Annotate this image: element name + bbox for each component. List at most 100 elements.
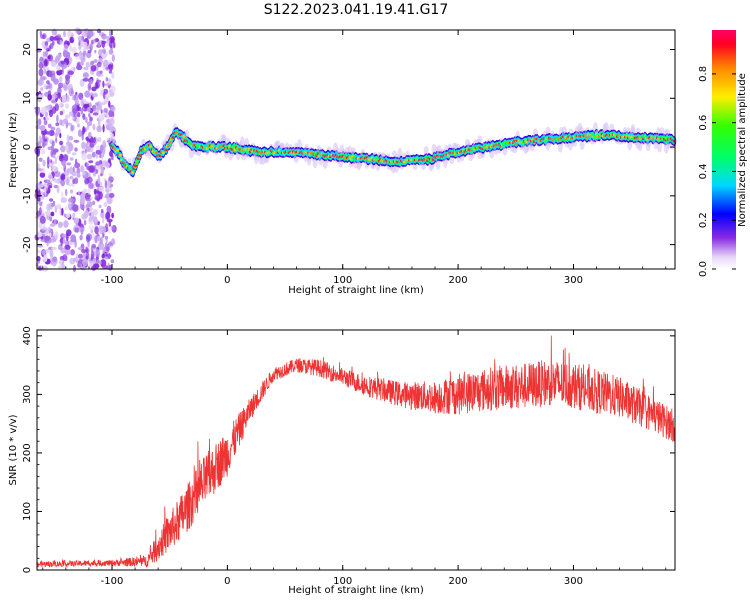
- noise-speckle: [101, 253, 105, 259]
- noise-speckle: [104, 242, 108, 249]
- spectrogram-x-axis-label: Height of straight line (km): [288, 285, 424, 296]
- noise-speckle: [58, 82, 64, 89]
- ridge-core: [135, 160, 139, 163]
- spectrogram-plot-area: [37, 30, 675, 269]
- noise-speckle: [78, 190, 80, 196]
- ridge-core: [138, 154, 142, 157]
- ridge-core: [470, 149, 474, 152]
- ridge-core: [231, 148, 234, 151]
- noise-speckle: [93, 188, 97, 195]
- noise-speckle: [39, 202, 43, 207]
- noise-speckle: [60, 175, 63, 181]
- noise-speckle: [102, 124, 105, 133]
- noise-speckle: [69, 175, 74, 180]
- noise-speckle: [60, 145, 66, 153]
- ridge-core: [595, 132, 598, 136]
- x-tick-label: 0: [224, 576, 230, 587]
- noise-speckle: [82, 126, 85, 135]
- noise-speckle: [51, 246, 57, 251]
- noise-speckle: [68, 197, 75, 204]
- noise-speckle: [50, 144, 55, 151]
- noise-speckle: [109, 192, 115, 198]
- noise-speckle: [59, 119, 63, 126]
- ridge-core: [431, 158, 435, 161]
- ridge-core: [179, 133, 183, 136]
- noise-speckle: [39, 207, 42, 215]
- noise-speckle: [88, 182, 94, 189]
- noise-speckle: [89, 78, 93, 85]
- ridge-core: [161, 151, 165, 155]
- noise-speckle: [62, 237, 66, 244]
- ridge-core: [136, 157, 140, 160]
- noise-speckle: [59, 140, 64, 146]
- noise-speckle: [65, 188, 68, 196]
- noise-speckle: [70, 189, 73, 194]
- snr-y-axis-label: SNR (10 * v/v): [8, 414, 19, 485]
- noise-speckle: [35, 106, 41, 115]
- noise-speckle: [85, 246, 88, 253]
- noise-speckle: [77, 253, 83, 259]
- noise-speckle: [56, 204, 62, 210]
- noise-speckle: [77, 92, 83, 100]
- noise-speckle: [38, 78, 44, 86]
- noise-speckle: [85, 61, 90, 68]
- noise-speckle: [44, 50, 48, 57]
- noise-speckle: [38, 62, 44, 69]
- noise-speckle: [40, 34, 46, 39]
- noise-speckle: [72, 204, 79, 212]
- noise-speckle: [96, 259, 101, 264]
- noise-speckle: [63, 30, 66, 38]
- noise-speckle: [54, 57, 59, 64]
- noise-speckle: [80, 249, 87, 254]
- colorbar-gradient: [712, 30, 736, 269]
- noise-speckle: [84, 210, 89, 218]
- noise-speckle: [98, 204, 102, 209]
- noise-speckle: [111, 238, 115, 245]
- noise-speckle: [57, 53, 62, 59]
- noise-speckle: [49, 198, 54, 202]
- noise-speckle: [97, 73, 104, 77]
- noise-speckle: [50, 126, 56, 131]
- noise-speckle: [108, 110, 114, 118]
- noise-speckle: [60, 61, 65, 65]
- colorbar-label: Normalized spectral amplitude: [737, 73, 748, 227]
- noise-speckle: [100, 209, 104, 213]
- noise-speckle: [94, 49, 97, 54]
- noise-speckle: [77, 247, 83, 251]
- noise-speckle: [91, 232, 95, 241]
- ridge-core: [642, 137, 645, 141]
- halo-speckle: [664, 128, 670, 135]
- noise-speckle: [74, 239, 77, 248]
- noise-speckle: [92, 257, 97, 263]
- noise-speckle: [71, 112, 74, 121]
- noise-speckle: [47, 104, 53, 110]
- noise-speckle: [74, 227, 80, 233]
- ridge-core: [276, 151, 280, 154]
- ridge-core: [424, 157, 428, 160]
- noise-speckle: [88, 131, 92, 139]
- noise-speckle: [69, 157, 74, 161]
- noise-speckle: [44, 235, 51, 241]
- noise-speckle: [50, 202, 54, 208]
- ridge-core: [542, 137, 546, 140]
- noise-speckle: [80, 228, 84, 235]
- noise-speckle: [43, 83, 47, 90]
- snr-frame: [36, 329, 676, 571]
- noise-speckle: [111, 54, 115, 62]
- ridge-core: [164, 148, 168, 152]
- ridge-core: [175, 130, 179, 134]
- noise-speckle: [44, 187, 47, 196]
- noise-speckle: [98, 114, 105, 122]
- noise-speckle: [65, 74, 70, 81]
- halo-speckle: [412, 163, 418, 170]
- ridge-core: [593, 135, 597, 139]
- x-tick-label: 200: [449, 576, 468, 587]
- noise-speckle: [53, 179, 59, 184]
- ridge-core: [664, 139, 668, 142]
- noise-speckle: [52, 200, 56, 207]
- noise-speckle: [52, 154, 56, 159]
- noise-speckle: [74, 97, 79, 106]
- noise-speckle: [89, 196, 93, 200]
- y-tick-label: 300: [22, 385, 33, 404]
- noise-speckle: [82, 77, 89, 82]
